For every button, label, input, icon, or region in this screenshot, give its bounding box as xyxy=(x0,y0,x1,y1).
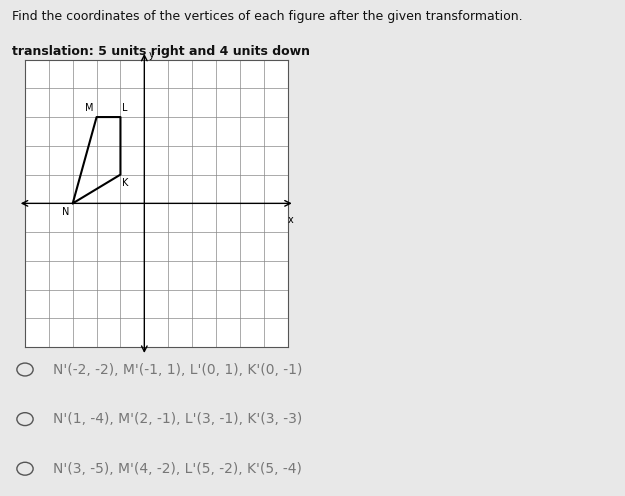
Text: M: M xyxy=(85,104,94,114)
Text: N'(-2, -2), M'(-1, 1), L'(0, 1), K'(0, -1): N'(-2, -2), M'(-1, 1), L'(0, 1), K'(0, -… xyxy=(53,363,302,376)
Text: N'(3, -5), M'(4, -2), L'(5, -2), K'(5, -4): N'(3, -5), M'(4, -2), L'(5, -2), K'(5, -… xyxy=(53,462,302,476)
Text: N'(1, -4), M'(2, -1), L'(3, -1), K'(3, -3): N'(1, -4), M'(2, -1), L'(3, -1), K'(3, -… xyxy=(53,412,302,426)
Text: L: L xyxy=(122,104,128,114)
Text: y: y xyxy=(149,50,155,60)
Text: translation: 5 units right and 4 units down: translation: 5 units right and 4 units d… xyxy=(12,45,311,58)
Text: Find the coordinates of the vertices of each figure after the given transformati: Find the coordinates of the vertices of … xyxy=(12,10,523,23)
Text: x: x xyxy=(288,215,294,225)
Text: K: K xyxy=(122,178,128,188)
Text: N: N xyxy=(62,207,69,217)
